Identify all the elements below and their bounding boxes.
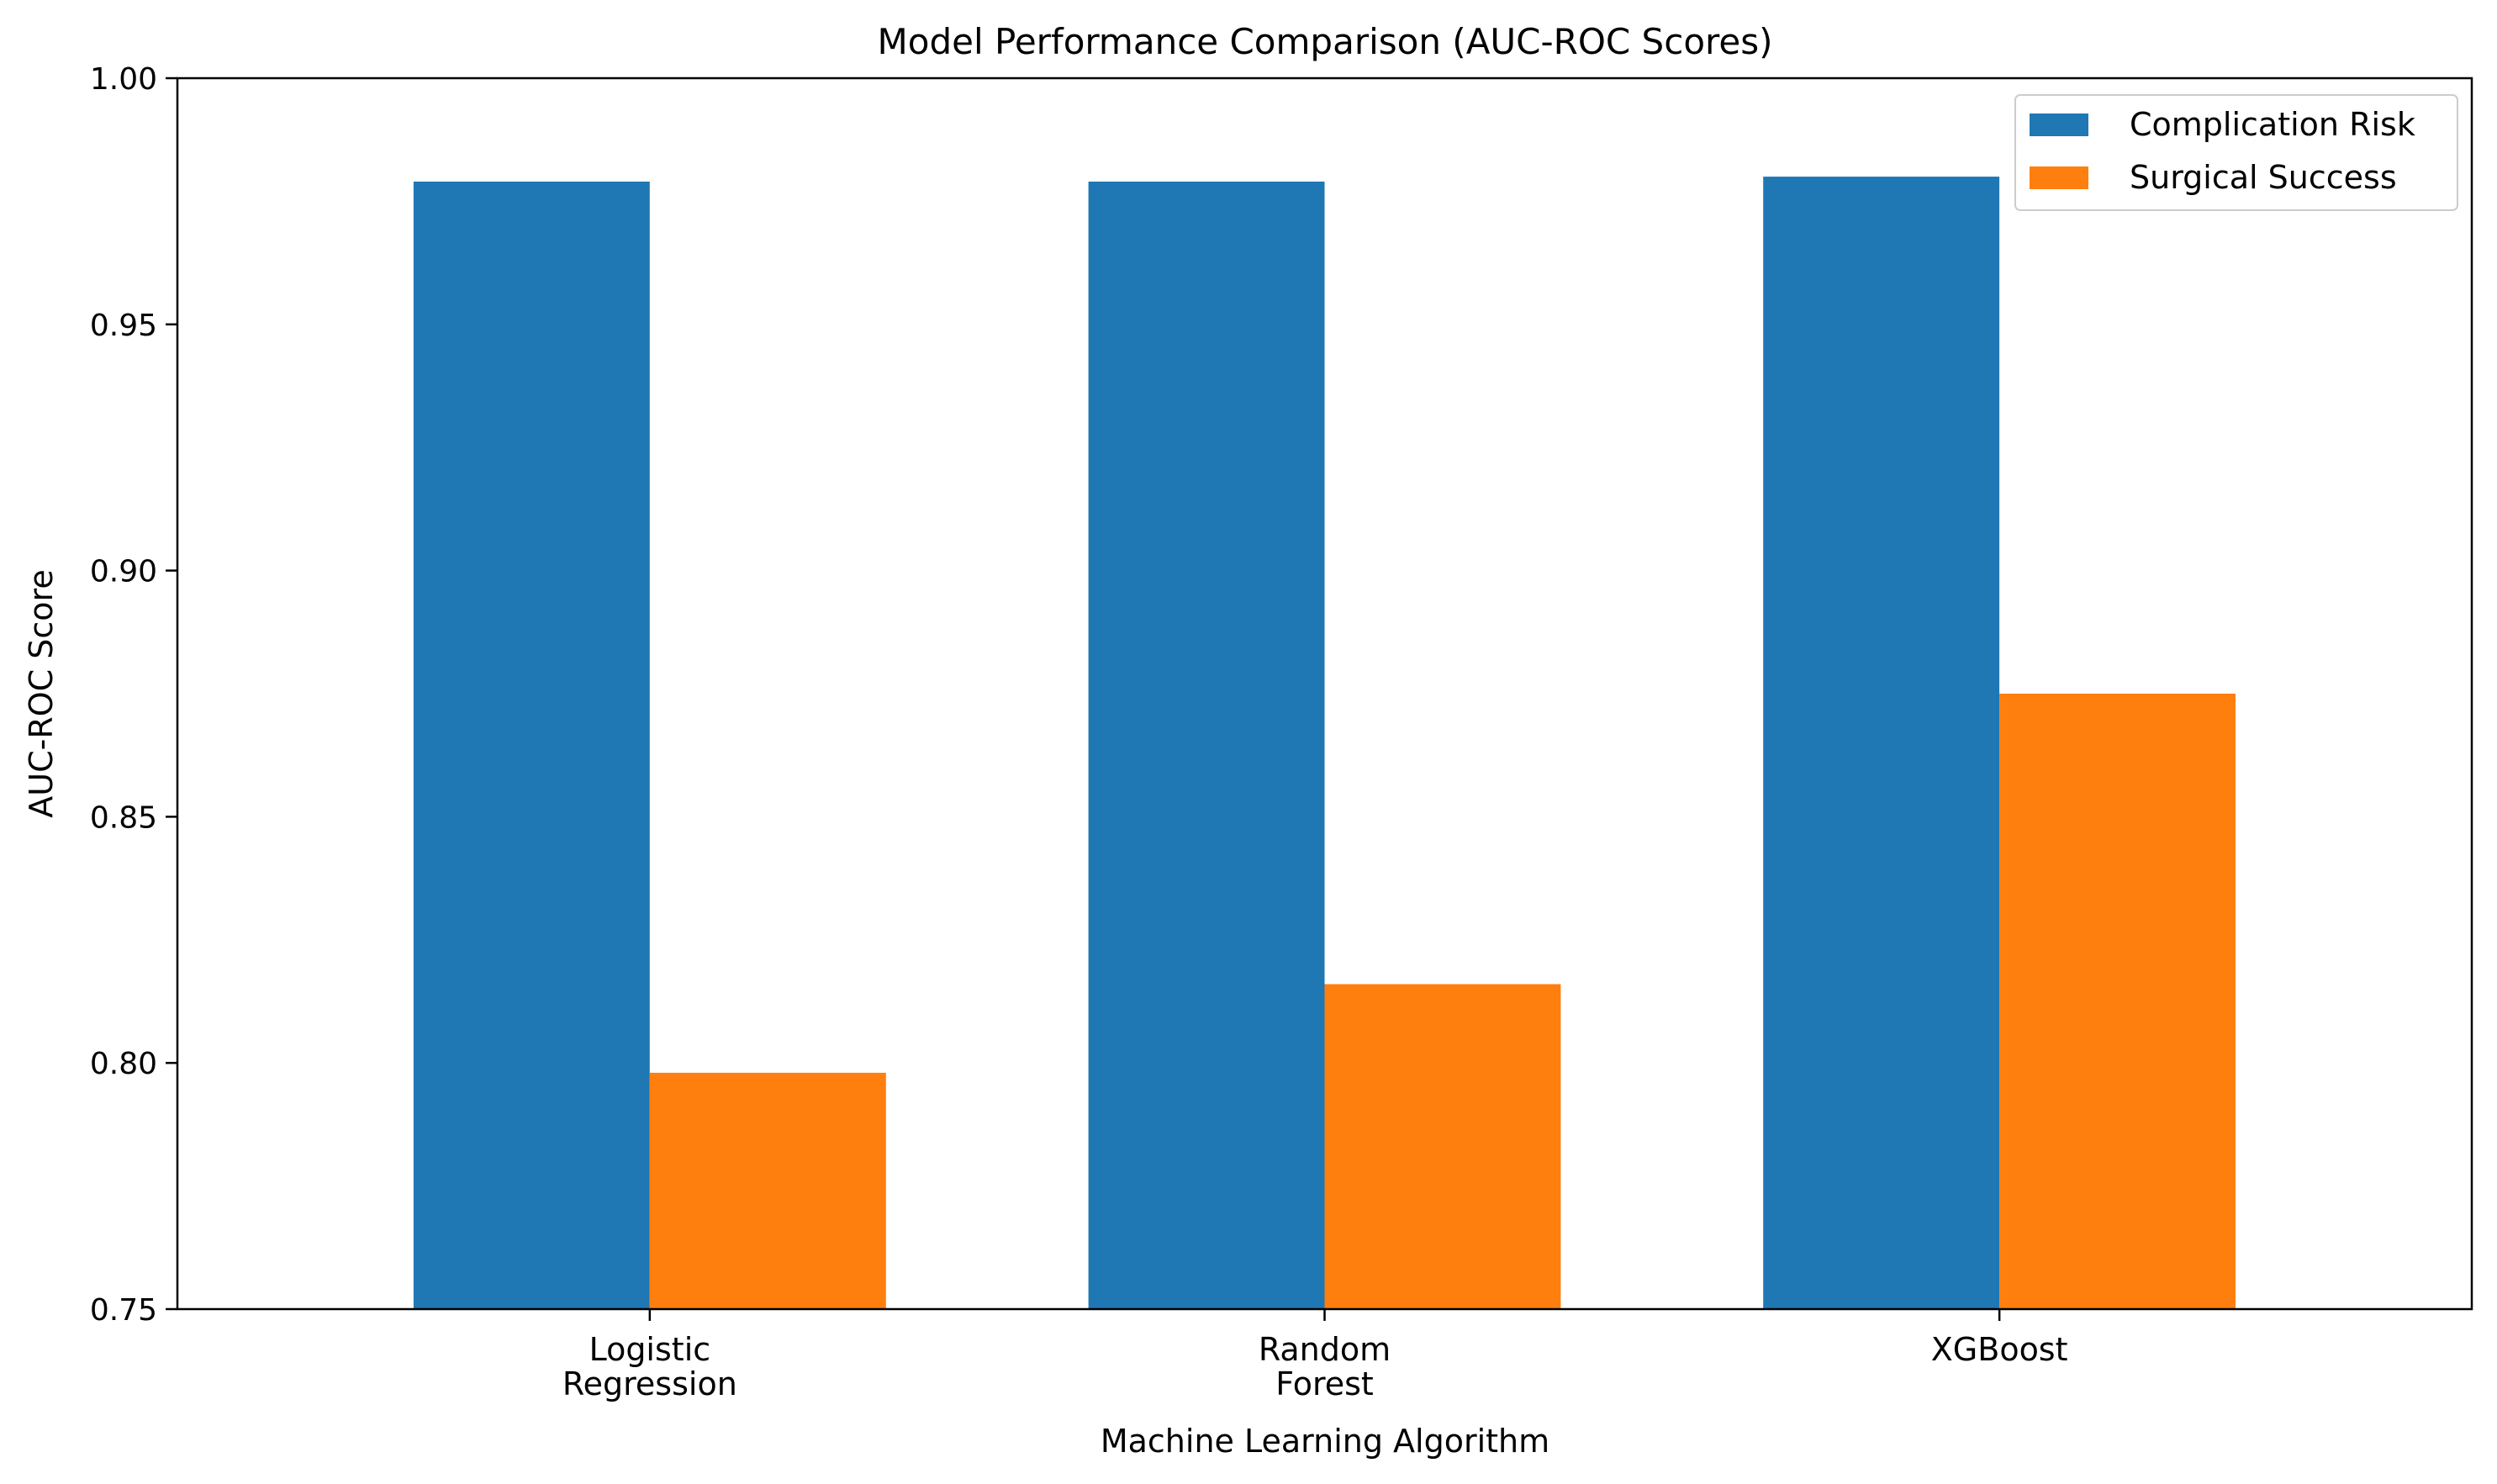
x-tick-label: Forest	[1275, 1365, 1374, 1402]
legend-label: Complication Risk	[2130, 106, 2415, 143]
chart-title: Model Performance Comparison (AUC-ROC Sc…	[878, 21, 1773, 62]
x-axis-label: Machine Learning Algorithm	[1101, 1423, 1549, 1460]
bar-surgical-success-2	[1999, 694, 2236, 1309]
y-axis: 0.75 0.80 0.85 0.90 0.95 1.00	[90, 62, 177, 1328]
y-tick-label: 0.75	[90, 1293, 157, 1328]
y-axis-label: AUC-ROC Score	[23, 569, 60, 817]
x-tick-label: XGBoost	[1931, 1331, 2068, 1368]
legend-label: Surgical Success	[2130, 159, 2397, 196]
bar-surgical-success-0	[649, 1072, 886, 1309]
legend-swatch	[2030, 166, 2088, 189]
bar-complication-risk-0	[413, 182, 650, 1309]
legend: Complication Risk Surgical Success	[2014, 94, 2458, 211]
legend-box	[2014, 94, 2458, 211]
y-tick-label: 0.80	[90, 1047, 157, 1081]
y-tick-label: 0.85	[90, 800, 157, 835]
x-tick-label: Random	[1259, 1331, 1391, 1368]
bar-surgical-success-1	[1324, 984, 1561, 1309]
y-tick-label: 0.95	[90, 309, 157, 343]
bar-complication-risk-2	[1763, 177, 2000, 1310]
x-tick-label: Regression	[562, 1365, 737, 1402]
x-tick-label: Logistic	[589, 1331, 711, 1368]
bars-layer	[413, 177, 2236, 1310]
y-tick-label: 1.00	[90, 62, 157, 97]
legend-swatch	[2030, 114, 2088, 136]
y-tick-label: 0.90	[90, 555, 157, 589]
bar-complication-risk-1	[1088, 182, 1325, 1309]
